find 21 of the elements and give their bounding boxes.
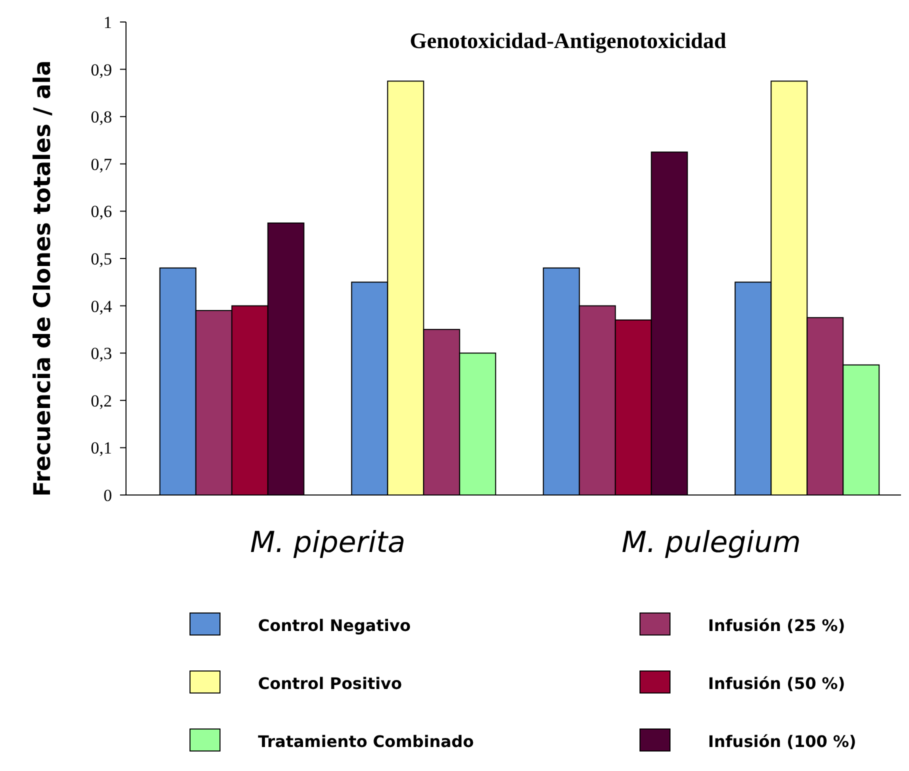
y-tick-label: 0: [104, 486, 112, 505]
text: M. pulegium: [622, 525, 801, 559]
legend-label: Tratamiento Combinado: [258, 732, 474, 751]
chart-title: Genotoxicidad-Antigenotoxicidad: [410, 28, 726, 53]
y-tick-label: 0,5: [90, 250, 112, 268]
y-tick-label: 0,3: [90, 344, 112, 364]
legend-label: Infusión (100 %): [708, 732, 856, 751]
y-tick-label: 0,7: [90, 154, 112, 174]
y-tick-label: 0,8: [90, 108, 112, 127]
legend-label: Control Positivo: [258, 674, 402, 693]
text: M. piperita: [250, 525, 406, 559]
legend-label: Infusión (25 %): [708, 616, 846, 635]
y-tick-label: 0,2: [90, 391, 112, 410]
y-tick-label: 0,4: [90, 296, 112, 316]
y-tick-label: 0,1: [90, 438, 112, 458]
y-axis-title: Frecuencia de Clones totales / ala: [30, 60, 56, 497]
y-tick-label: 0,6: [90, 202, 112, 222]
y-tick-label: 0,9: [90, 60, 112, 80]
y-tick-label: 1: [104, 13, 112, 32]
legend-label: Control Negativo: [258, 616, 411, 635]
legend-label: Infusión (50 %): [708, 674, 846, 693]
